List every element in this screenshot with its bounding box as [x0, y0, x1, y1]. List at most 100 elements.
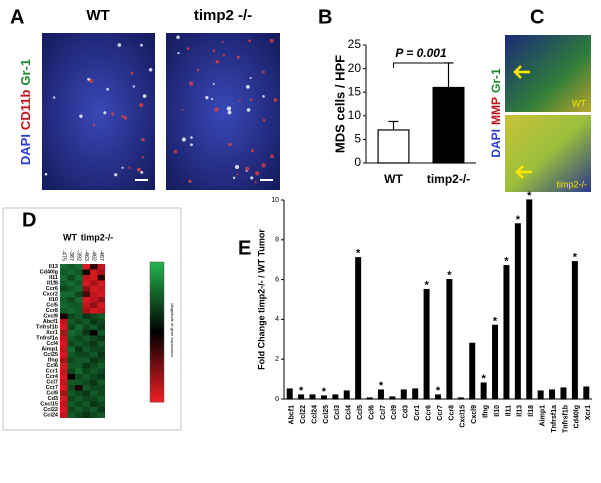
row-label: Il11 [49, 275, 58, 281]
colorbar-step [150, 265, 164, 270]
heat-cell [75, 297, 83, 303]
heat-cell [60, 357, 68, 363]
heat-cell [67, 330, 75, 336]
colorbar-step [150, 363, 164, 368]
x-tick-label: Ifng [482, 405, 489, 418]
cell-dot [52, 96, 56, 99]
heat-cell [82, 368, 90, 374]
heat-cell [67, 291, 75, 297]
y-tick-label: 5 [354, 132, 361, 146]
cell-dot [250, 149, 254, 153]
row-label: Tnfrsf1b [36, 325, 59, 331]
bar [537, 390, 544, 400]
heat-cell [97, 280, 105, 286]
heat-cell [97, 291, 105, 297]
panel-letter: D [22, 209, 36, 231]
heat-cell [67, 412, 75, 418]
heat-cell [67, 341, 75, 347]
x-tick-label: Cd3 [403, 405, 410, 418]
heat-cell [82, 396, 90, 402]
bar [514, 223, 521, 400]
heat-cell [90, 286, 98, 292]
heat-cell [75, 319, 83, 325]
colorbar-step [150, 377, 164, 382]
cell-dot [117, 43, 122, 47]
heat-cell [67, 379, 75, 385]
colorbar-step [150, 384, 164, 389]
row-label: Ccl7 [46, 380, 58, 386]
cell-dot [246, 108, 251, 112]
heat-cell [97, 308, 105, 314]
heat-cell [97, 297, 105, 303]
heat-cell [75, 264, 83, 270]
column-label: -467 [98, 250, 104, 261]
heat-cell [60, 269, 68, 275]
heat-cell [60, 390, 68, 396]
cell-dot [177, 52, 180, 55]
heat-cell [97, 302, 105, 308]
heat-cell [90, 319, 98, 325]
colorbar-step [150, 314, 164, 319]
row-label: Ccl9 [46, 391, 58, 397]
colorbar-step [150, 398, 164, 403]
micrograph [505, 115, 591, 192]
heat-cell [82, 308, 90, 314]
bar [400, 389, 407, 400]
colorbar-step [150, 262, 164, 266]
heat-cell [75, 412, 83, 418]
colorbar-step [150, 318, 164, 322]
cell-dot [246, 85, 250, 89]
cell-dot [123, 116, 128, 120]
cell-dot [236, 173, 239, 176]
heat-cell [82, 269, 90, 275]
heat-cell [75, 374, 83, 380]
cell-dot [142, 94, 147, 98]
heat-cell [67, 346, 75, 352]
arrow [515, 165, 532, 179]
heat-cell [67, 352, 75, 358]
heat-cell [82, 280, 90, 286]
heat-cell [90, 412, 98, 418]
cell-dot [114, 173, 118, 177]
row-label: Ccl4 [46, 341, 59, 347]
heat-cell [75, 407, 83, 413]
row-label: Cd3 [48, 396, 58, 402]
bar [432, 86, 465, 164]
micrograph [166, 33, 280, 190]
cell-dot [245, 166, 250, 171]
heat-cell [67, 368, 75, 374]
heat-cell [97, 412, 105, 418]
colorbar-step [150, 325, 164, 329]
colorbar-step [150, 339, 164, 343]
colorbar-step [150, 342, 164, 347]
row-label: Ccr7 [46, 385, 58, 391]
heat-cell [90, 330, 98, 336]
cell-dot [262, 95, 265, 98]
heat-cell [82, 390, 90, 396]
heat-cell [97, 341, 105, 347]
cell-dot [250, 176, 254, 180]
bar [298, 394, 305, 400]
x-tick-label: Cxcl15 [460, 405, 467, 428]
colorbar-step [150, 353, 164, 357]
heat-cell [97, 357, 105, 363]
heat-cell [67, 286, 75, 292]
row-label: Tnfrsf1a [36, 336, 59, 342]
bar [457, 397, 464, 400]
cell-dot [181, 137, 186, 142]
cell-dot [121, 114, 124, 118]
x-tick-label: Aimp1 [540, 405, 547, 427]
x-tick-label: Il13 [517, 405, 524, 417]
panel-border [2, 207, 182, 431]
heat-cell [82, 363, 90, 369]
heat-cell [90, 269, 98, 275]
heat-cell [75, 280, 83, 286]
significance: * [447, 270, 452, 282]
heat-cell [97, 335, 105, 341]
heat-cell [60, 291, 68, 297]
cell-dot [196, 68, 200, 72]
label: timp2 -/- [194, 7, 252, 24]
heat-cell [75, 269, 83, 275]
row-label: Cd40lg [40, 270, 58, 276]
heat-cell [97, 385, 105, 391]
